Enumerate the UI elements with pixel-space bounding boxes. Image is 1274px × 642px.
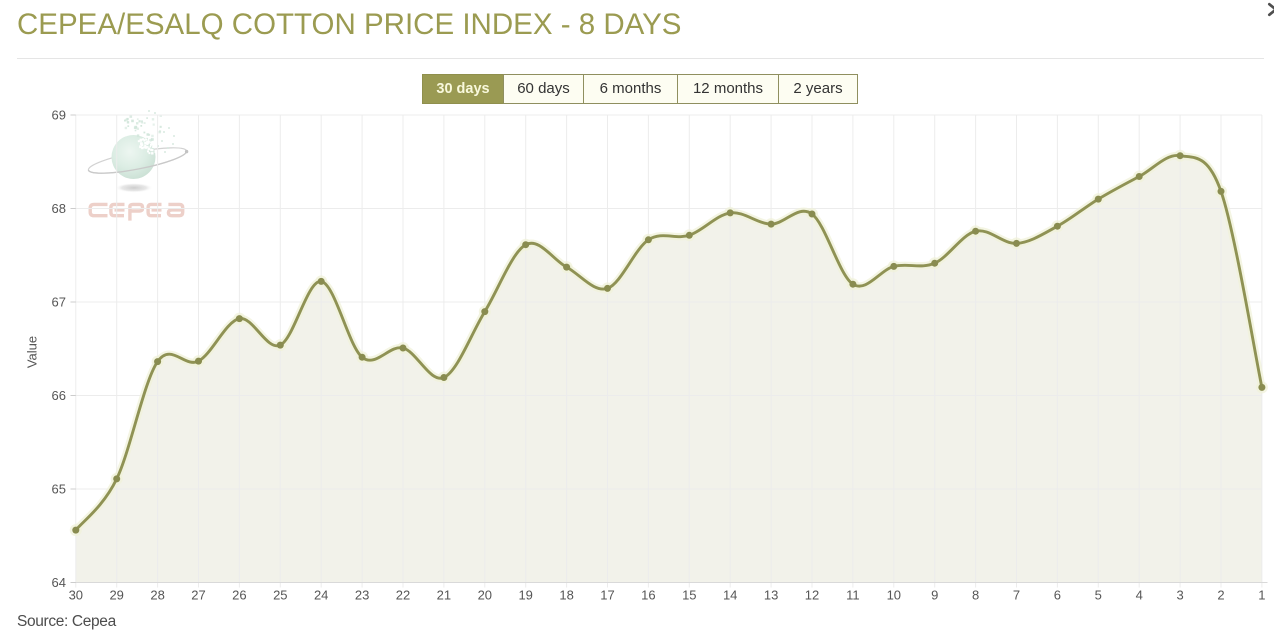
svg-text:18: 18 xyxy=(559,588,573,603)
svg-text:7: 7 xyxy=(1013,588,1020,603)
svg-text:19: 19 xyxy=(518,588,532,603)
svg-text:24: 24 xyxy=(314,588,328,603)
svg-text:12: 12 xyxy=(805,588,819,603)
svg-text:Value: Value xyxy=(25,336,40,368)
svg-text:15: 15 xyxy=(682,588,696,603)
svg-text:9: 9 xyxy=(931,588,938,603)
svg-text:23: 23 xyxy=(355,588,369,603)
svg-text:30: 30 xyxy=(69,588,83,603)
svg-text:68: 68 xyxy=(52,201,66,216)
svg-text:4: 4 xyxy=(1136,588,1143,603)
svg-text:17: 17 xyxy=(600,588,614,603)
svg-text:66: 66 xyxy=(52,388,66,403)
svg-text:69: 69 xyxy=(52,108,66,123)
svg-text:20: 20 xyxy=(478,588,492,603)
svg-text:27: 27 xyxy=(191,588,205,603)
svg-text:6: 6 xyxy=(1054,588,1061,603)
svg-text:65: 65 xyxy=(52,482,66,497)
svg-text:11: 11 xyxy=(846,588,860,603)
svg-text:28: 28 xyxy=(150,588,164,603)
svg-text:1: 1 xyxy=(1258,588,1265,603)
svg-text:13: 13 xyxy=(764,588,778,603)
svg-text:3: 3 xyxy=(1176,588,1183,603)
svg-text:5: 5 xyxy=(1095,588,1102,603)
svg-text:29: 29 xyxy=(109,588,123,603)
svg-text:21: 21 xyxy=(437,588,451,603)
svg-text:14: 14 xyxy=(723,588,737,603)
svg-text:2: 2 xyxy=(1217,588,1224,603)
svg-text:8: 8 xyxy=(972,588,979,603)
svg-text:10: 10 xyxy=(887,588,901,603)
svg-text:26: 26 xyxy=(232,588,246,603)
svg-text:22: 22 xyxy=(396,588,410,603)
svg-text:64: 64 xyxy=(52,575,66,590)
svg-text:25: 25 xyxy=(273,588,287,603)
svg-text:16: 16 xyxy=(641,588,655,603)
svg-text:67: 67 xyxy=(52,295,66,310)
